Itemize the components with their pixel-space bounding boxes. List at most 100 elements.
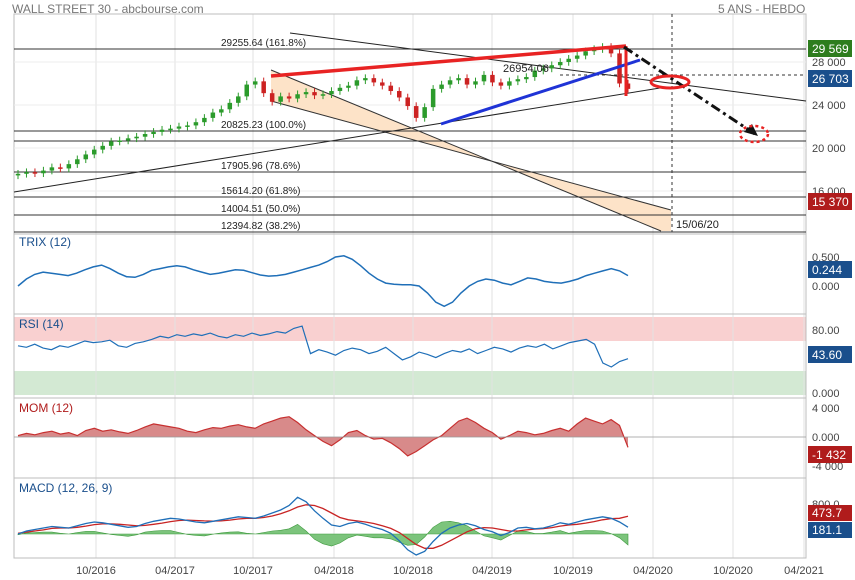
channel-upper-line bbox=[270, 69, 662, 232]
price-candle bbox=[286, 96, 292, 99]
price-candle bbox=[176, 126, 182, 129]
price-candle bbox=[83, 154, 89, 160]
projection-arrow-line bbox=[623, 45, 756, 136]
panel-border bbox=[13, 477, 807, 559]
value-annotation: 26954.06 bbox=[503, 63, 549, 75]
price-candle bbox=[574, 55, 580, 59]
price-candle bbox=[320, 94, 326, 96]
rsi-badge-label: 43.60 bbox=[812, 348, 842, 362]
price-candle bbox=[337, 87, 343, 92]
price-candle bbox=[430, 88, 436, 108]
price-candle bbox=[185, 125, 190, 127]
chart-period: 5 ANS - HEBDO bbox=[718, 2, 806, 16]
price-candle bbox=[117, 140, 122, 142]
price-y-tick-label: 28 000 bbox=[812, 57, 846, 69]
price-candle bbox=[498, 82, 504, 86]
price-candle bbox=[278, 96, 283, 102]
price-candle bbox=[210, 112, 216, 118]
price-badge-label: 29 569 bbox=[812, 42, 849, 56]
price-candle bbox=[244, 84, 249, 97]
price-candle bbox=[303, 92, 309, 95]
regression-channel bbox=[271, 70, 671, 231]
x-tick-label: 10/2020 bbox=[713, 565, 753, 577]
price-badge-bg bbox=[808, 40, 852, 57]
price-candle bbox=[405, 97, 410, 107]
price-candle bbox=[524, 77, 529, 80]
price-candle bbox=[397, 91, 402, 98]
x-tick-label: 10/2016 bbox=[76, 565, 116, 577]
price-candle bbox=[464, 78, 470, 85]
price-candle bbox=[371, 78, 377, 83]
upper-trend-line bbox=[289, 32, 807, 102]
mom-badge-bg bbox=[808, 446, 852, 463]
x-tick-label: 04/2020 bbox=[633, 565, 673, 577]
price-candle bbox=[66, 164, 72, 169]
price-candle bbox=[41, 170, 46, 174]
trix-y-tick-label: 0.000 bbox=[812, 281, 840, 293]
rsi-y-tick-label: 80.00 bbox=[812, 325, 840, 337]
price-candle bbox=[541, 68, 546, 71]
chart-title: WALL STREET 30 - abcbourse.com bbox=[12, 2, 204, 16]
mom-badge-label: -1 432 bbox=[812, 448, 846, 462]
price-y-tick-label: 24 000 bbox=[812, 100, 846, 112]
price-candle bbox=[439, 84, 444, 89]
macd-signal-badge-bg bbox=[808, 522, 852, 538]
rsi-oversold-zone bbox=[14, 371, 806, 395]
macd-line bbox=[17, 496, 629, 556]
price-candle bbox=[15, 173, 21, 176]
channel-lower-line bbox=[270, 100, 672, 211]
price-candle bbox=[125, 138, 131, 141]
price-candle bbox=[159, 129, 165, 132]
price-candle bbox=[312, 92, 317, 96]
price-candle bbox=[261, 81, 266, 94]
price-candle bbox=[168, 128, 173, 131]
price-candle bbox=[617, 53, 622, 84]
mom-label: MOM (12) bbox=[19, 401, 73, 415]
price-candle bbox=[490, 74, 495, 83]
rsi-label: RSI (14) bbox=[19, 317, 64, 331]
price-candle bbox=[456, 78, 461, 81]
x-tick-label: 04/2018 bbox=[314, 565, 354, 577]
rsi-badge-bg bbox=[808, 346, 852, 363]
target-ellipse-dashed bbox=[738, 124, 770, 144]
macd-label: MACD (12, 26, 9) bbox=[19, 481, 112, 495]
price-candle bbox=[413, 106, 419, 118]
chart-plot-background bbox=[14, 14, 806, 558]
price-candle bbox=[329, 91, 334, 95]
x-tick-label: 10/2018 bbox=[393, 565, 433, 577]
fib-level-label: 29255.64 (161.8%) bbox=[221, 38, 306, 49]
mom-y-tick-label: 4 000 bbox=[812, 403, 840, 415]
fib-level-label: 15614.20 (61.8%) bbox=[221, 186, 301, 197]
price-candle bbox=[625, 83, 631, 89]
mom-y-tick-label: 0.000 bbox=[812, 432, 840, 444]
fib-level-label: 12394.82 (38.2%) bbox=[221, 221, 301, 232]
price-candle bbox=[219, 109, 224, 113]
price-candle bbox=[227, 102, 233, 110]
x-tick-label: 04/2021 bbox=[784, 565, 824, 577]
price-candle bbox=[100, 145, 105, 150]
projection-arrow-head bbox=[744, 124, 758, 136]
fib-level-label: 20825.23 (100.0%) bbox=[221, 120, 306, 131]
mom-area bbox=[18, 416, 628, 456]
rsi-y-tick-label: 0.000 bbox=[812, 388, 840, 400]
trix-badge-bg bbox=[808, 261, 852, 278]
price-candle bbox=[557, 62, 563, 66]
price-badge-bg bbox=[808, 70, 852, 87]
price-candle bbox=[75, 159, 80, 165]
price-candle bbox=[346, 85, 351, 88]
rsi-overbought-zone bbox=[14, 317, 806, 341]
price-candle bbox=[422, 107, 427, 118]
red-resistance-line bbox=[270, 44, 627, 78]
trix-label: TRIX (12) bbox=[19, 235, 71, 249]
macd-signal-badge-label: 181.1 bbox=[812, 523, 842, 537]
price-candle bbox=[236, 96, 241, 103]
price-candle bbox=[549, 65, 554, 69]
date-annotation: 15/06/20 bbox=[676, 219, 719, 231]
fib-level-label: 14004.51 (50.0%) bbox=[221, 204, 301, 215]
price-candle bbox=[202, 117, 207, 123]
price-candle bbox=[134, 136, 139, 139]
price-candle bbox=[532, 70, 538, 78]
price-candle bbox=[32, 172, 38, 174]
trix-badge-label: 0.244 bbox=[812, 263, 842, 277]
